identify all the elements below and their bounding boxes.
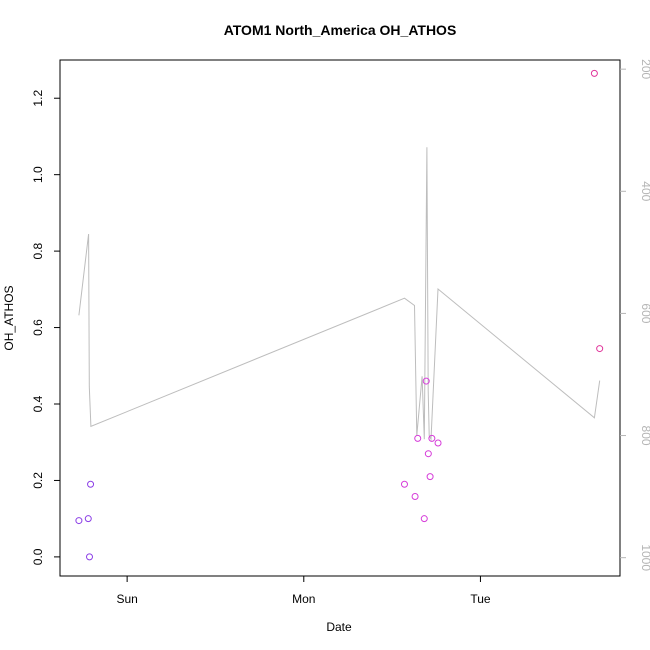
data-point: [84, 515, 92, 523]
data-point: [87, 480, 95, 488]
data-point: [596, 345, 604, 353]
data-point: [434, 439, 442, 447]
y-tick-label: 0.2: [31, 472, 45, 489]
x-tick-label: Sun: [116, 592, 137, 606]
x-axis-label: Date: [326, 620, 352, 634]
y-tick-label: 1.0: [31, 166, 45, 183]
data-point: [411, 492, 419, 500]
data-point: [590, 69, 598, 77]
y-axis-label: OH_ATHOS: [2, 285, 16, 350]
scatter-points: [75, 69, 604, 561]
data-point: [424, 450, 432, 458]
data-point: [422, 377, 430, 385]
y-tick-label: 0.4: [31, 395, 45, 412]
data-point: [400, 480, 408, 488]
y2-tick-label: 1000: [639, 544, 650, 571]
y2-tick-label: 800: [639, 426, 650, 446]
y-tick-label: 0.6: [31, 319, 45, 336]
y-tick-label: 1.2: [31, 90, 45, 107]
x-tick-label: Mon: [292, 592, 315, 606]
y-axis-right: 200 400 600 800 1000: [620, 59, 650, 571]
y2-tick-label: 600: [639, 303, 650, 323]
x-tick-label: Tue: [470, 592, 491, 606]
data-point: [428, 434, 436, 442]
x-axis: Sun Mon Tue: [116, 576, 491, 606]
data-point: [75, 517, 83, 525]
data-point: [414, 434, 422, 442]
data-point: [86, 553, 94, 561]
y-tick-label: 0.0: [31, 548, 45, 565]
y-axis-left: 0.0 0.2 0.4 0.6 0.8 1.0 1.2: [31, 90, 60, 565]
data-point: [426, 473, 434, 481]
y2-tick-label: 400: [639, 181, 650, 201]
plot-frame: [59, 59, 621, 577]
y-tick-label: 0.8: [31, 242, 45, 259]
chart-title: ATOM1 North_America OH_ATHOS: [224, 22, 457, 38]
y2-tick-label: 200: [639, 59, 650, 79]
secondary-series-line: [78, 147, 601, 442]
data-point: [420, 515, 428, 523]
